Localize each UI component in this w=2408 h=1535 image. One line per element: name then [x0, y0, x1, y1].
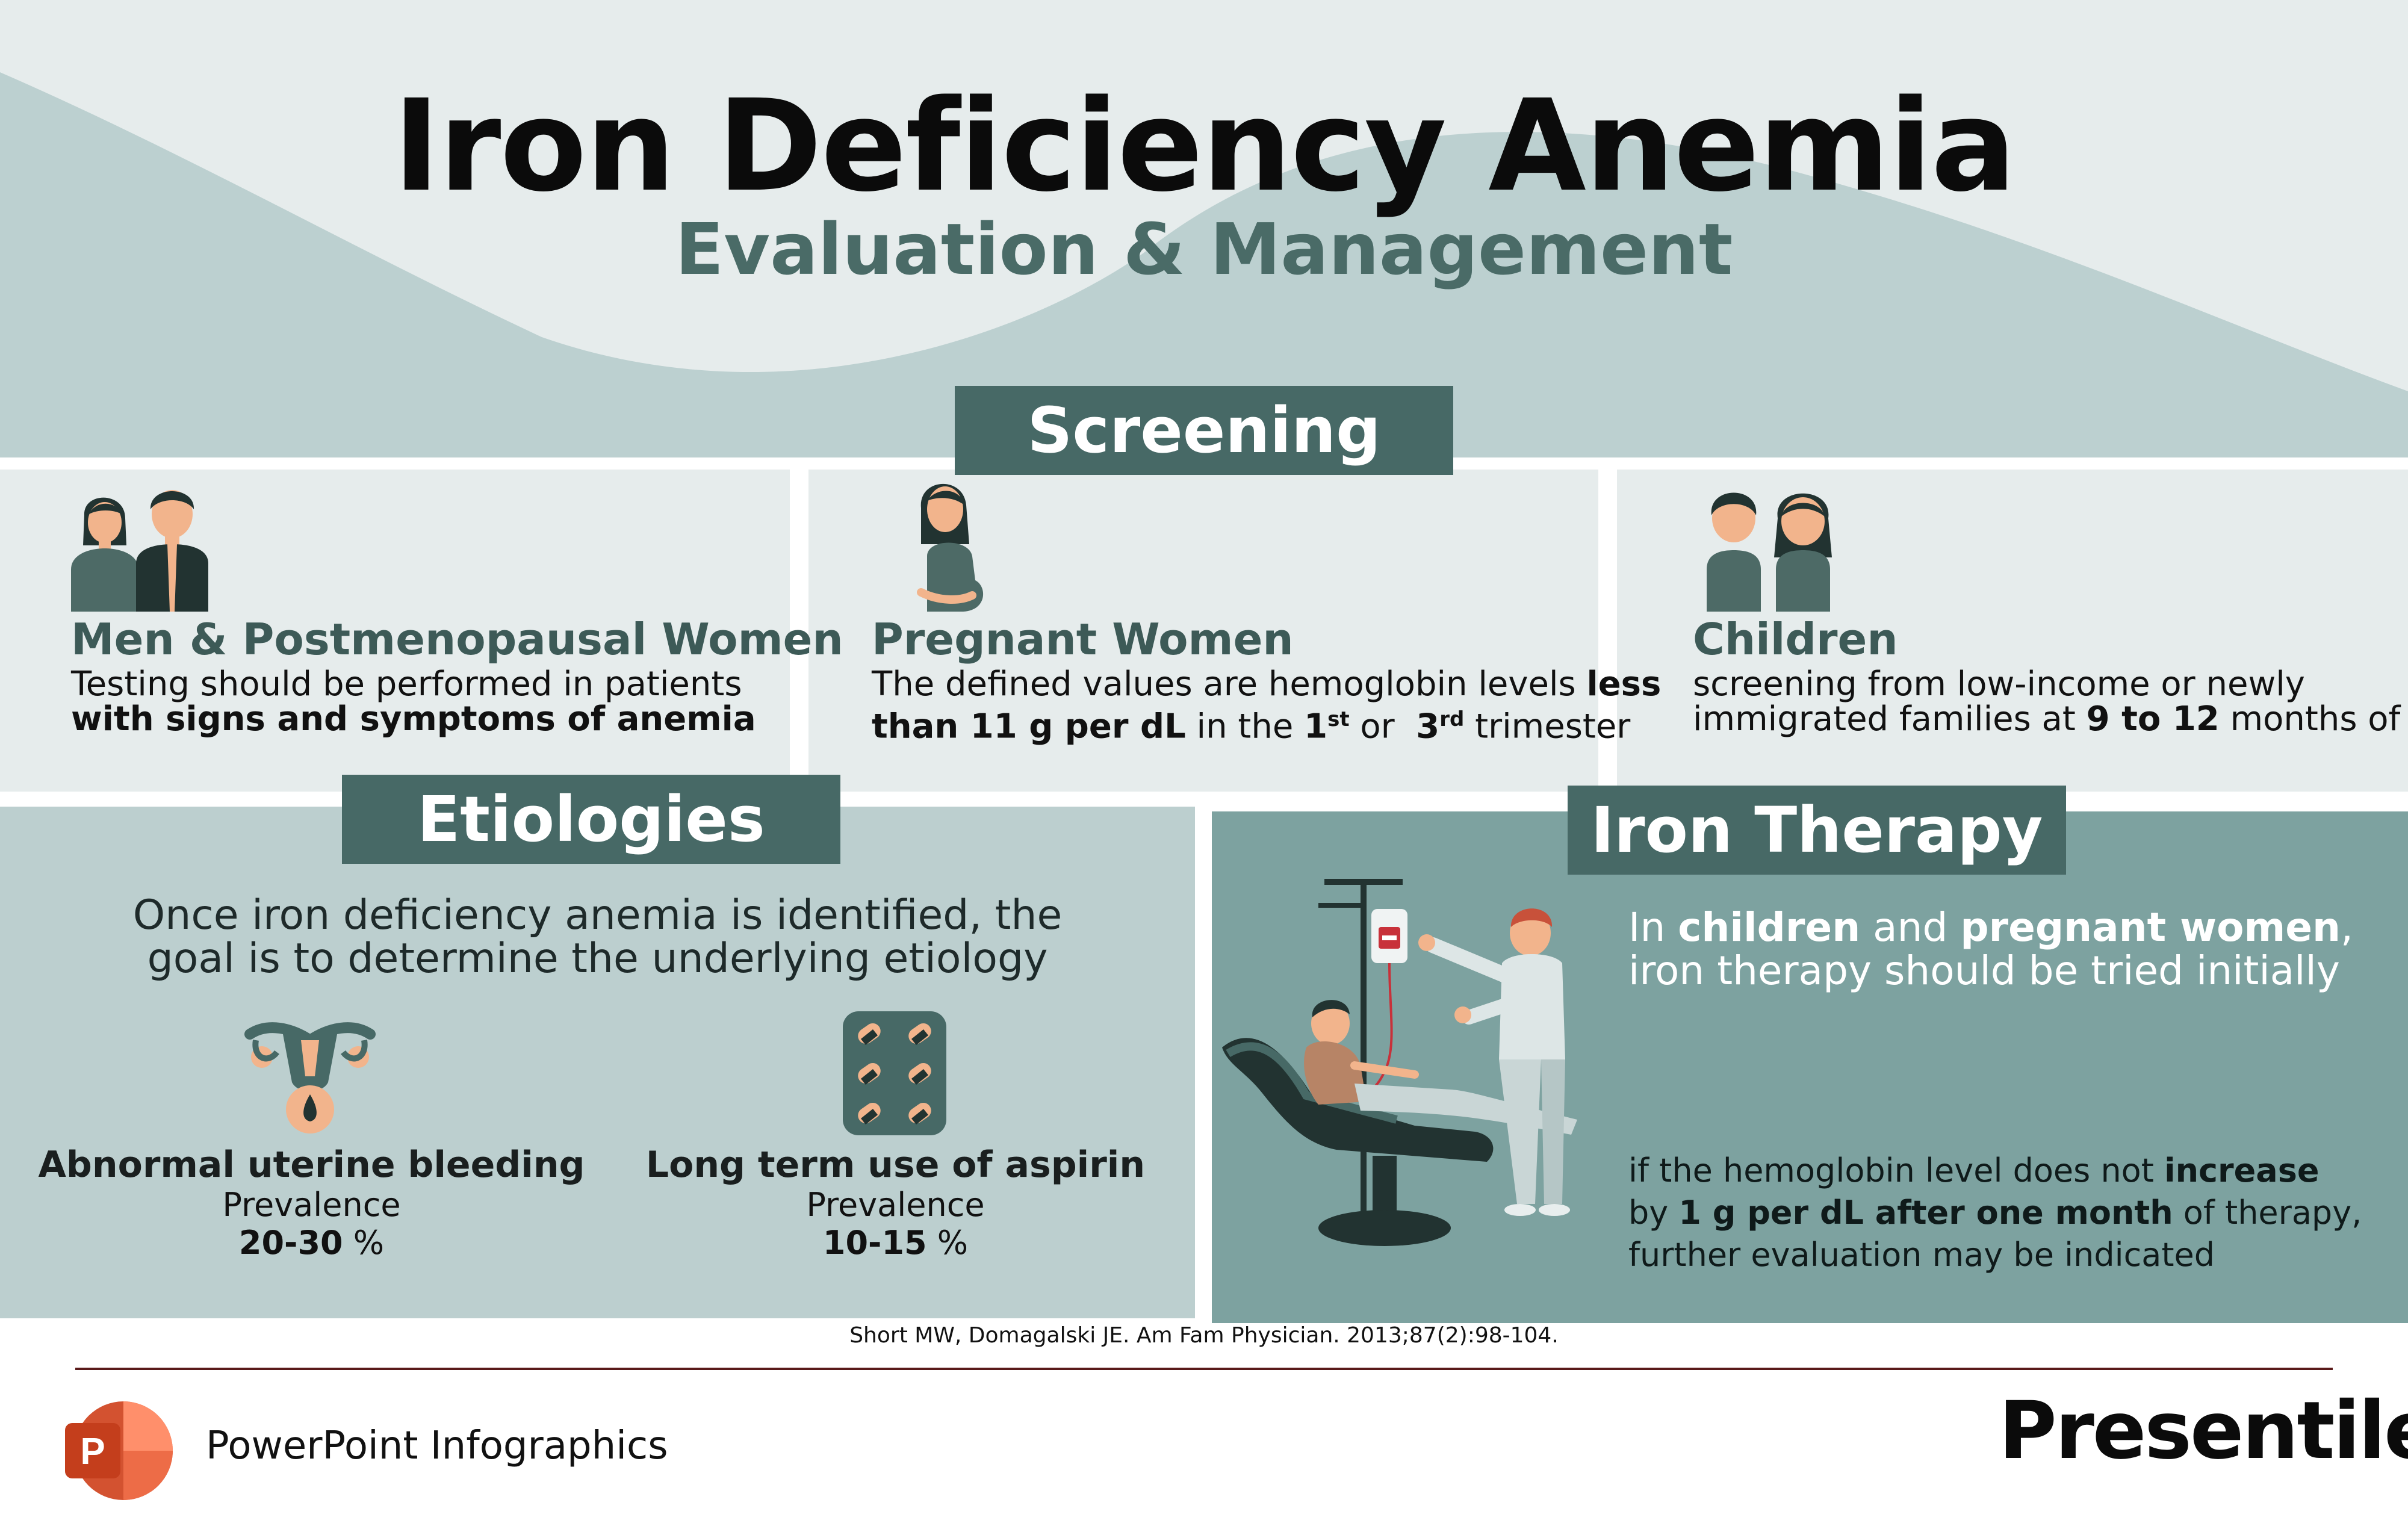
iron-note-line2-pre: by — [1628, 1194, 1679, 1232]
card-pregnant-line2-bold: than 11 g per dL — [872, 707, 1186, 746]
powerpoint-logo-letter: P — [80, 1431, 105, 1472]
card-title-pregnant: Pregnant Women — [872, 614, 1294, 665]
iron-line1-pregnant-women: pregnant women — [1960, 904, 2341, 950]
card-pregnant-line1: The defined values are hemoglobin levels — [872, 665, 1587, 704]
citation: Short MW, Domagalski JE. Am Fam Physicia… — [849, 1323, 1559, 1348]
iron-therapy-main-text: In children and pregnant women, iron the… — [1628, 906, 2353, 993]
footer-divider — [75, 1368, 2333, 1370]
etiologies-intro: Once iron deficiency anemia is identifie… — [0, 894, 1195, 981]
card-text-men: Testing should be performed in patients … — [71, 667, 756, 737]
iv-transfusion-illustration — [1216, 867, 1601, 1276]
pill-blister-icon — [843, 1011, 946, 1135]
prevalence-value: 20-30 % — [36, 1224, 587, 1262]
card-pregnant-line2-mid: in the — [1185, 707, 1305, 746]
card-children-age-range: 9 to 12 — [2086, 699, 2220, 739]
footer-label: PowerPoint Infographics — [206, 1424, 668, 1468]
etiologies-intro-line1: Once iron deficiency anemia is identifie… — [132, 892, 1063, 939]
prevalence-unit: % — [926, 1224, 969, 1262]
card-children-line2-end: months of age — [2230, 699, 2408, 739]
iron-note-line1: if the hemoglobin level does not — [1628, 1152, 2165, 1189]
prevalence-number: 20-30 — [238, 1224, 343, 1262]
etiologies-section-tab: Etiologies — [342, 775, 840, 864]
card-pregnant-line2-end: trimester — [1464, 707, 1631, 746]
iron-note-line2-end: of therapy, — [2173, 1194, 2362, 1232]
card-title-men: Men & Postmenopausal Women — [71, 614, 843, 665]
screening-section-tab: Screening — [955, 386, 1453, 475]
third-trimester-suffix: rd — [1439, 707, 1465, 731]
children-icon — [1701, 479, 1839, 612]
first-trimester-number: 1 — [1304, 707, 1328, 746]
etiology-name: Long term use of aspirin — [645, 1144, 1146, 1186]
header-wave-background — [0, 0, 2408, 457]
iron-line1-comma: , — [2341, 904, 2353, 950]
iron-line1-and: and — [1860, 904, 1961, 950]
card-men-line2: with signs and symptoms of anemia — [71, 699, 756, 739]
prevalence-unit: % — [343, 1224, 385, 1262]
pregnant-woman-icon — [903, 472, 993, 614]
brand-logo[interactable]: Presentile — [1999, 1385, 2408, 1477]
card-text-pregnant: The defined values are hemoglobin levels… — [872, 667, 1661, 745]
card-pregnant-line1-bold: less — [1586, 665, 1662, 704]
third-trimester-number: 3 — [1416, 707, 1440, 746]
iron-therapy-section-tab: Iron Therapy — [1568, 786, 2066, 875]
page-subtitle: Evaluation & Management — [675, 208, 1733, 291]
prevalence-label: Prevalence — [222, 1186, 401, 1224]
prevalence-value: 10-15 % — [620, 1224, 1171, 1262]
uterus-icon — [244, 1016, 376, 1137]
iron-note-line1-bold: increase — [2164, 1152, 2320, 1189]
etiologies-intro-line2: goal is to determine the underlying etio… — [147, 935, 1048, 982]
couple-icon — [71, 479, 216, 612]
card-title-children: Children — [1693, 614, 1898, 665]
etiology-item-uterine: Abnormal uterine bleeding Prevalence 20-… — [36, 1144, 587, 1262]
card-children-line1: screening from low-income or newly — [1693, 665, 2305, 704]
card-children-line2: immigrated families at — [1693, 699, 2087, 739]
iron-note-line2-bold: 1 g per dL after one month — [1678, 1194, 2173, 1232]
prevalence-number: 10-15 — [822, 1224, 927, 1262]
screening-card-men-panel — [0, 470, 790, 792]
card-text-children: screening from low-income or newly immig… — [1693, 667, 2408, 737]
prevalence-label: Prevalence — [806, 1186, 985, 1224]
etiologies-panel — [0, 807, 1195, 1318]
etiology-item-aspirin: Long term use of aspirin Prevalence 10-1… — [620, 1144, 1171, 1262]
page-title: Iron Deficiency Anemia — [393, 72, 2017, 220]
first-trimester-suffix: st — [1327, 707, 1350, 731]
iron-line1-children: children — [1678, 904, 1861, 950]
card-pregnant-or: or — [1349, 707, 1417, 746]
powerpoint-logo-icon: P — [60, 1397, 175, 1505]
iron-note-line3: further evaluation may be indicated — [1628, 1236, 2215, 1274]
iron-line2: iron therapy should be tried initially — [1628, 947, 2340, 994]
iron-therapy-note: if the hemoglobin level does not increas… — [1628, 1150, 2362, 1276]
etiology-name: Abnormal uterine bleeding — [38, 1144, 585, 1186]
card-men-line1: Testing should be performed in patients — [71, 665, 742, 704]
iron-line1-pre: In — [1628, 904, 1678, 950]
